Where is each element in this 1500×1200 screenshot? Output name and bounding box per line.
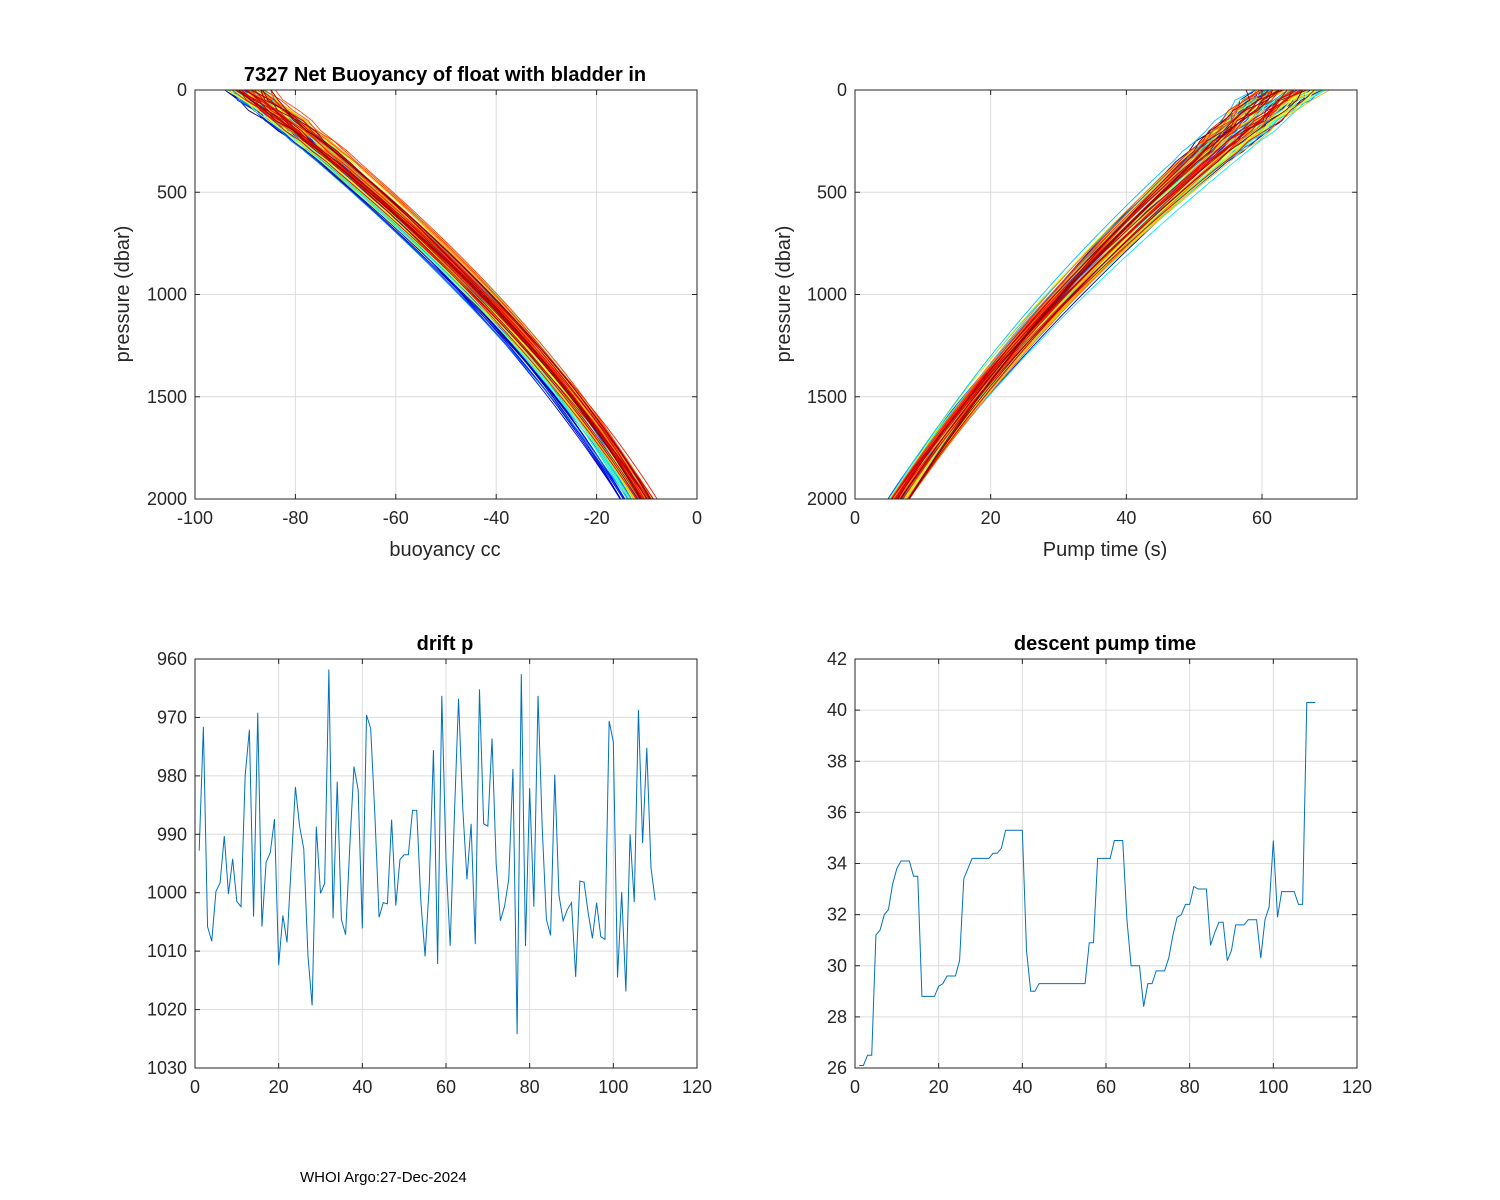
buoyancy-xtick-label: 0	[692, 508, 702, 528]
pumptime-axes: Pump time (s) pressure (dbar) 0 20 40 60 0 50…	[773, 80, 1358, 561]
driftp-xtick-label: 120	[682, 1077, 712, 1097]
buoyancy-profile-line	[274, 90, 651, 499]
driftp-xtick-label: 100	[598, 1077, 628, 1097]
pumptime-ylabel: pressure (dbar)	[773, 226, 795, 363]
buoyancy-profile-line	[260, 90, 654, 499]
descentpump-xtick-label: 100	[1258, 1077, 1288, 1097]
driftp-xtick-label: 60	[436, 1077, 456, 1097]
driftp-ytick-label: 990	[157, 824, 187, 844]
descentpump-ytick-label: 40	[827, 700, 847, 720]
pumptime-profile-line	[899, 90, 1284, 499]
descentpump-ytick-label: 32	[827, 905, 847, 925]
descentpump-ytick-label: 26	[827, 1058, 847, 1078]
descentpump-xtick-label: 0	[850, 1077, 860, 1097]
pumptime-ytick-label: 500	[817, 182, 847, 202]
buoyancy-xtick-label: -80	[282, 508, 308, 528]
buoyancy-xlabel: buoyancy cc	[389, 539, 500, 561]
buoyancy-ylabel: pressure (dbar)	[112, 226, 134, 363]
pumptime-xtick-label: 0	[850, 508, 860, 528]
driftp-series-line	[198, 669, 656, 1035]
buoyancy-profile-line	[270, 90, 648, 499]
descentpump-series-line	[859, 701, 1316, 1066]
driftp-xtick-label: 20	[269, 1077, 289, 1097]
buoyancy-ytick-label: 500	[157, 182, 187, 202]
driftp-ytick-label: 1020	[147, 1000, 187, 1020]
descentpump-ytick-label: 38	[827, 751, 847, 771]
pumptime-profile-line	[908, 90, 1303, 499]
driftp-ytick-label: 1010	[147, 941, 187, 961]
pumptime-profile-line	[891, 90, 1280, 499]
driftp-title: drift p	[417, 633, 474, 655]
buoyancy-profile-line	[232, 90, 629, 499]
descentpump-xtick-label: 80	[1180, 1077, 1200, 1097]
pumptime-xtick-label: 60	[1252, 508, 1272, 528]
buoyancy-profile-line	[260, 90, 651, 499]
pumptime-data	[887, 90, 1330, 499]
buoyancy-profile-line	[262, 90, 647, 499]
pumptime-profile-line	[908, 90, 1273, 499]
pumptime-ytick-label: 2000	[807, 489, 847, 509]
driftp-xtick-label: 0	[190, 1077, 200, 1097]
descentpump-xtick-label: 40	[1012, 1077, 1032, 1097]
pumptime-profile-line	[896, 90, 1269, 499]
buoyancy-xtick-label: -20	[584, 508, 610, 528]
descentpump-ytick-label: 42	[827, 649, 847, 669]
pumptime-profile-line	[908, 90, 1288, 499]
driftp-ytick-label: 970	[157, 707, 187, 727]
pumptime-profile-line	[908, 90, 1251, 499]
buoyancy-profile-line	[243, 90, 642, 499]
buoyancy-ytick-label: 2000	[147, 489, 187, 509]
driftp-ytick-label: 960	[157, 649, 187, 669]
buoyancy-xtick-label: -60	[383, 508, 409, 528]
descentpump-xtick-label: 20	[929, 1077, 949, 1097]
driftp-ytick-label: 1000	[147, 883, 187, 903]
pumptime-xtick-label: 40	[1116, 508, 1136, 528]
pumptime-ytick-label: 0	[837, 80, 847, 100]
buoyancy-profile-line	[238, 90, 641, 499]
pumptime-profile-line	[891, 90, 1258, 499]
buoyancy-frame: -100 -80 -60 -40 -20 0 0 500 1000 1500 2000	[147, 80, 702, 528]
descentpump-ytick-label: 30	[827, 956, 847, 976]
buoyancy-data	[224, 90, 658, 499]
descentpump-data	[859, 701, 1316, 1066]
pumptime-ytick-label: 1000	[807, 285, 847, 305]
pumptime-ytick-label: 1500	[807, 387, 847, 407]
descentpump-title: descent pump time	[1014, 633, 1196, 655]
pumptime-profile-line	[900, 90, 1315, 499]
pumptime-xlabel: Pump time (s)	[1043, 539, 1167, 561]
driftp-xtick-label: 80	[520, 1077, 540, 1097]
driftp-axes: drift p 0 20 40 60 80 100 120 960 970 980 990 1000 1…	[147, 633, 712, 1097]
driftp-data	[198, 669, 656, 1035]
pumptime-xtick-label: 20	[981, 508, 1001, 528]
pumptime-frame: 0 20 40 60 0 500 1000 1500 2000	[807, 80, 1358, 528]
buoyancy-title: 7327 Net Buoyancy of float with bladder …	[244, 64, 646, 86]
footer-credit: WHOI Argo:27-Dec-2024	[300, 1169, 467, 1186]
descentpump-ytick-label: 28	[827, 1007, 847, 1027]
buoyancy-xtick-label: -100	[177, 508, 213, 528]
driftp-xtick-label: 40	[352, 1077, 372, 1097]
buoyancy-profile-line	[235, 90, 639, 499]
driftp-ytick-label: 980	[157, 766, 187, 786]
descentpump-axes: descent pump time 0 20 40 60 80 100 120 26 28 30 3…	[827, 633, 1372, 1097]
pumptime-profile-line	[891, 90, 1308, 499]
buoyancy-axes: 7327 Net Buoyancy of float with bladder …	[112, 64, 702, 561]
buoyancy-profile-line	[227, 90, 630, 499]
pumptime-profile-line	[897, 90, 1330, 499]
descentpump-ytick-label: 34	[827, 854, 847, 874]
driftp-ytick-label: 1030	[147, 1058, 187, 1078]
driftp-frame: 0 20 40 60 80 100 120 960 970 980 990 1000 1010 1020 1…	[147, 649, 712, 1097]
buoyancy-ytick-label: 1500	[147, 387, 187, 407]
descentpump-frame: 0 20 40 60 80 100 120 26 28 30 32 34 36 38 40 42	[827, 649, 1372, 1097]
descentpump-xtick-label: 60	[1096, 1077, 1116, 1097]
buoyancy-xtick-label: -40	[483, 508, 509, 528]
buoyancy-ytick-label: 0	[177, 80, 187, 100]
descentpump-ytick-label: 36	[827, 802, 847, 822]
descentpump-xtick-label: 120	[1342, 1077, 1372, 1097]
buoyancy-ytick-label: 1000	[147, 285, 187, 305]
